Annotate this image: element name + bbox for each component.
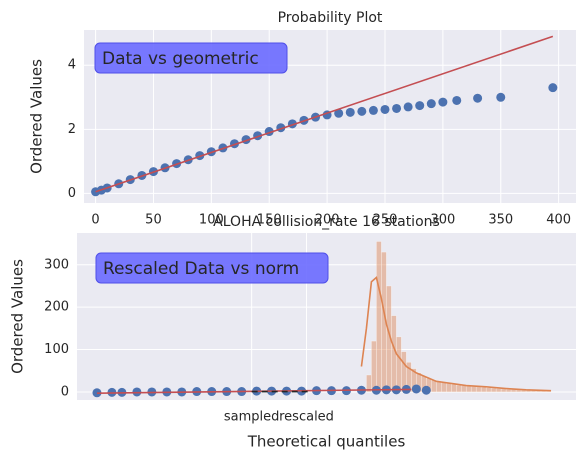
x-tick-label: 100: [199, 213, 224, 228]
scatter-point: [421, 385, 431, 395]
annotation-box: [95, 252, 329, 284]
x-tick-label: 150: [257, 213, 282, 228]
histogram-bar: [485, 387, 492, 393]
x-tick-label: sampled: [224, 410, 280, 425]
x-tick-label: 350: [488, 213, 513, 228]
histogram-bar: [490, 387, 497, 393]
kde-line: [360, 276, 552, 392]
scatter-point: [392, 103, 402, 113]
scatter-point: [380, 104, 390, 114]
x-axis-label: Theoretical quantiles: [247, 433, 406, 451]
histogram-bar: [475, 386, 482, 393]
annotation: Rescaled Data vs norm: [103, 259, 299, 279]
y-tick-label: 4: [68, 58, 76, 73]
histogram-bar: [451, 384, 457, 393]
scatter-point: [548, 83, 558, 93]
scatter-point: [403, 102, 413, 112]
axes-title: Probability Plot: [278, 10, 383, 26]
scatter-point: [426, 99, 436, 109]
scatter-point: [411, 384, 421, 394]
scatter-point: [496, 92, 506, 102]
histogram-bar: [371, 340, 377, 393]
y-axis-label: Ordered Values: [9, 259, 27, 374]
y-axis-label: Ordered Values: [28, 59, 46, 174]
histogram-bar: [446, 383, 452, 393]
histogram-bar: [480, 387, 487, 393]
y-tick-label: 0: [61, 384, 69, 399]
scatter-point: [452, 95, 462, 105]
fit-line: [95, 35, 554, 193]
histogram-bar: [460, 385, 467, 393]
annotation: Data vs geometric: [102, 49, 259, 69]
histogram-bar: [396, 336, 402, 393]
scatter-point: [334, 108, 344, 118]
y-tick-label: 2: [68, 122, 76, 137]
x-tick-label: 400: [546, 213, 571, 228]
histogram-bar: [465, 385, 472, 393]
y-tick-label: 300: [44, 257, 69, 272]
y-tick-label: 200: [44, 300, 69, 315]
scatter-point: [438, 97, 448, 107]
histogram-bar: [470, 386, 477, 393]
axes-title: ALOHA collision_rate 16 stations: [213, 214, 440, 230]
annotation-box: [94, 42, 288, 74]
histogram-bar: [505, 389, 512, 393]
scatter-point: [415, 101, 425, 111]
histogram-bar: [500, 388, 507, 393]
scatter-point: [368, 105, 378, 115]
x-tick-label: 300: [430, 213, 455, 228]
histogram-bar: [455, 384, 462, 393]
x-tick-label: rescaled: [279, 410, 334, 425]
y-tick-label: 100: [44, 342, 69, 357]
histogram-bar: [376, 241, 382, 393]
x-tick-label: 0: [91, 213, 99, 228]
scatter-point: [473, 93, 483, 103]
histogram-bar: [441, 382, 447, 393]
x-tick-label: 200: [315, 213, 340, 228]
x-tick-label: 50: [145, 213, 162, 228]
x-tick-label: 250: [373, 213, 398, 228]
histogram-bar: [495, 388, 502, 393]
y-tick-label: 0: [68, 186, 76, 201]
histogram-bar: [436, 381, 442, 393]
scatter-point: [345, 107, 355, 117]
scatter-point: [357, 106, 367, 116]
